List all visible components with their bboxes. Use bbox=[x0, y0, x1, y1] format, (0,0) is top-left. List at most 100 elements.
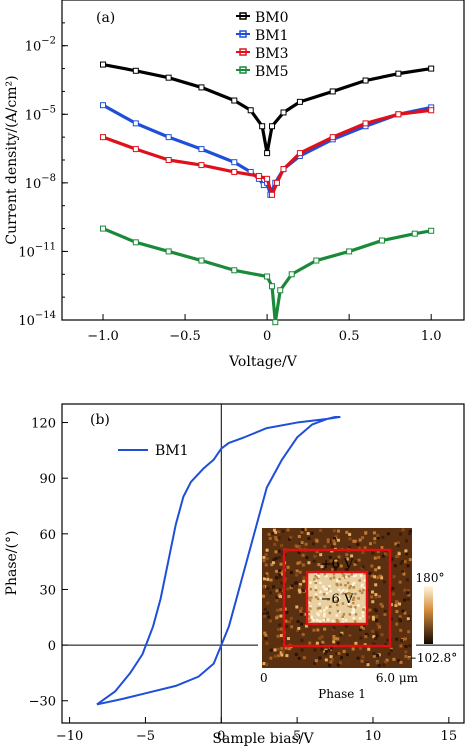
inset-inner-texture bbox=[358, 589, 362, 593]
inset-texture bbox=[403, 598, 407, 602]
inset-texture bbox=[290, 584, 294, 588]
inset-texture bbox=[297, 550, 301, 554]
inset-texture bbox=[284, 624, 288, 628]
inset-texture bbox=[386, 532, 390, 536]
inset-texture bbox=[333, 542, 337, 546]
inset-texture bbox=[298, 590, 302, 594]
inset-texture bbox=[303, 528, 307, 532]
colorbar bbox=[424, 586, 433, 644]
inset-texture bbox=[408, 529, 412, 533]
inset-texture bbox=[275, 576, 279, 580]
inset-inner-texture bbox=[318, 602, 321, 606]
inset-inner-texture bbox=[316, 597, 320, 601]
inset-texture bbox=[287, 594, 291, 598]
inset-texture bbox=[364, 635, 368, 639]
inset-inner-texture bbox=[341, 602, 345, 605]
inset-texture bbox=[381, 535, 385, 539]
inset-texture bbox=[356, 656, 360, 660]
inset-inner-texture bbox=[345, 575, 348, 579]
panel-a-xlabel: Voltage/V bbox=[228, 354, 298, 370]
inset-inner-texture bbox=[341, 572, 344, 575]
panel-b-ytick-label: −30 bbox=[29, 695, 56, 710]
inset-inner-texture bbox=[349, 605, 352, 609]
data-point-BM0 bbox=[132, 67, 139, 74]
inset-texture bbox=[312, 628, 316, 632]
inset-texture bbox=[391, 586, 395, 590]
inset-inner-texture bbox=[361, 611, 365, 614]
inset-inner-texture bbox=[352, 601, 355, 605]
panel-b-xtick-label: −5 bbox=[136, 729, 155, 744]
inset-texture bbox=[279, 614, 283, 618]
inset-texture bbox=[304, 624, 308, 628]
inset-texture bbox=[265, 572, 269, 576]
inset-texture bbox=[374, 568, 378, 572]
inset-inner-texture bbox=[316, 618, 319, 622]
inset-texture bbox=[277, 549, 281, 553]
inset-texture bbox=[330, 657, 334, 661]
data-point-BM5 bbox=[165, 248, 172, 255]
inset-inner-texture bbox=[322, 585, 325, 588]
inset-texture bbox=[305, 556, 309, 560]
inset-texture bbox=[277, 654, 281, 658]
inset-texture bbox=[314, 659, 318, 663]
inset-texture bbox=[323, 544, 327, 548]
inset-texture bbox=[296, 629, 300, 633]
inset-texture bbox=[276, 647, 280, 651]
inset-texture bbox=[316, 628, 320, 632]
inset-inner-texture bbox=[313, 578, 316, 581]
inset-inner-texture bbox=[352, 611, 355, 614]
inset-texture bbox=[398, 615, 402, 619]
inset-inner-texture bbox=[317, 613, 320, 617]
inset-texture bbox=[276, 634, 280, 638]
inset-texture bbox=[408, 532, 412, 536]
inset-texture bbox=[295, 569, 299, 573]
data-point-BM0 bbox=[296, 98, 303, 105]
inset-texture bbox=[300, 606, 304, 610]
inset-texture bbox=[299, 622, 303, 626]
inset-texture bbox=[266, 587, 270, 591]
panel-a-ytick-label: 10−8 bbox=[25, 173, 56, 192]
inset-texture bbox=[271, 561, 275, 565]
inset-texture bbox=[268, 591, 272, 595]
inset-texture bbox=[378, 594, 382, 598]
inset-texture bbox=[328, 555, 332, 559]
inset-texture bbox=[294, 652, 298, 656]
inset-texture bbox=[377, 555, 381, 559]
inset-texture bbox=[389, 649, 393, 653]
panel-b-ticks: −10 −5 0 5 10 15 −30 0 30 60 90 120 bbox=[29, 417, 458, 744]
inset-texture bbox=[345, 567, 349, 571]
panel-b-ytick-label: 90 bbox=[39, 472, 56, 487]
inset-x-start-label: 0 bbox=[260, 671, 268, 685]
inset-inner-texture bbox=[341, 615, 345, 619]
inset-texture bbox=[281, 650, 285, 654]
inset-texture bbox=[320, 647, 324, 651]
panel-b-xtick-label: 15 bbox=[441, 729, 458, 744]
inset-inner-texture bbox=[314, 588, 318, 592]
inset-texture bbox=[372, 654, 376, 658]
inset-texture bbox=[379, 602, 383, 606]
inset-texture bbox=[336, 641, 340, 645]
inset-texture bbox=[329, 655, 333, 659]
inset-inner-texture bbox=[352, 574, 356, 578]
data-point-BM0 bbox=[329, 88, 336, 95]
inset-inner-texture bbox=[341, 592, 344, 595]
inset-texture bbox=[278, 569, 282, 573]
inset-inner-texture bbox=[345, 589, 349, 593]
inset-texture bbox=[298, 585, 302, 589]
inset-inner-texture bbox=[348, 586, 351, 590]
inset-texture bbox=[319, 553, 323, 557]
inset-texture bbox=[300, 648, 304, 652]
inset-texture bbox=[382, 663, 386, 667]
inset-inner-texture bbox=[335, 618, 339, 622]
inset-texture bbox=[332, 537, 336, 541]
inset-inner-texture bbox=[338, 577, 341, 581]
inset-texture bbox=[287, 537, 291, 541]
inset-texture bbox=[401, 528, 405, 532]
inset-texture bbox=[354, 641, 358, 645]
inset-inner-texture bbox=[323, 572, 326, 576]
inset-inner-texture bbox=[316, 612, 319, 615]
data-point-BM3 bbox=[100, 134, 107, 141]
inset-outer-bias-label: +6 V bbox=[321, 557, 354, 572]
inset-inner-texture bbox=[325, 606, 328, 610]
inset-texture bbox=[407, 615, 411, 619]
